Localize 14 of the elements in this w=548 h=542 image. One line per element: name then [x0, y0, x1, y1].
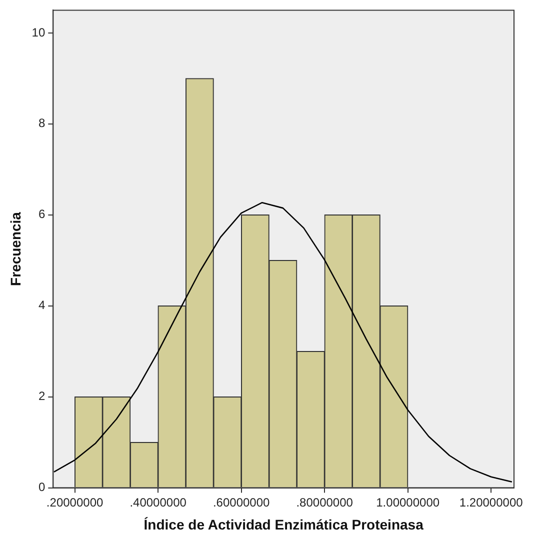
x-tick-label: 1.00000000 [376, 495, 440, 510]
y-axis-title: Frecuencia [7, 212, 24, 286]
y-tick-label: 8 [38, 116, 46, 130]
x-tick-label: 1.20000000 [459, 495, 524, 510]
y-tick-label: 4 [38, 298, 46, 312]
x-tick-label: .60000000 [212, 495, 270, 510]
y-tick-label: 6 [38, 207, 46, 222]
y-tick-label: 10 [32, 25, 46, 40]
x-tick-label: .20000000 [46, 495, 104, 510]
x-axis-title: Índice de Actividad Enzimática Proteinasa [144, 516, 424, 532]
y-tick-label: 2 [38, 389, 46, 404]
x-tick-label: .40000000 [130, 495, 187, 510]
y-tick-label: 0 [38, 480, 46, 494]
x-tick-label: .80000000 [296, 495, 354, 510]
